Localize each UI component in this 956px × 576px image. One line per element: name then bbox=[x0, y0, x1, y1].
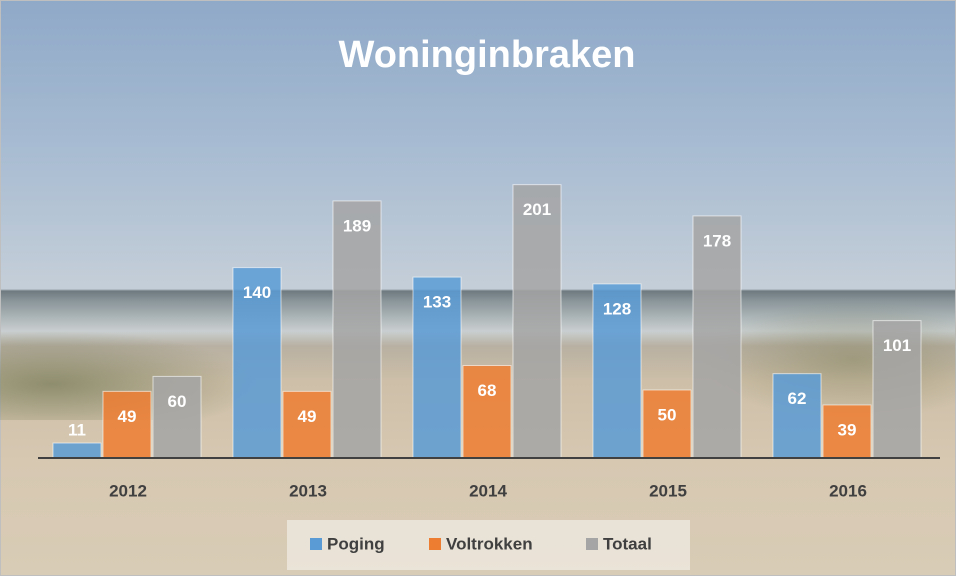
x-tick-label: 2016 bbox=[829, 481, 867, 500]
bar bbox=[463, 366, 511, 458]
data-label: 101 bbox=[883, 336, 911, 355]
data-label: 178 bbox=[703, 231, 731, 250]
x-tick-label: 2012 bbox=[109, 481, 147, 500]
data-label: 201 bbox=[523, 200, 551, 219]
legend-swatch bbox=[429, 538, 441, 550]
data-label: 60 bbox=[168, 392, 187, 411]
x-tick-label: 2015 bbox=[649, 481, 687, 500]
legend-swatch bbox=[586, 538, 598, 550]
data-label: 50 bbox=[658, 405, 677, 424]
data-label: 128 bbox=[603, 299, 631, 318]
bar bbox=[693, 216, 741, 458]
legend-label: Voltrokken bbox=[446, 534, 533, 553]
data-label: 62 bbox=[788, 389, 807, 408]
data-label: 49 bbox=[298, 407, 317, 426]
bar bbox=[333, 201, 381, 458]
bar bbox=[513, 185, 561, 458]
legend-swatch bbox=[310, 538, 322, 550]
x-tick-label: 2014 bbox=[469, 481, 507, 500]
chart-container: Woninginbraken 11 49 60 2012 140 49 189 2013 133… bbox=[0, 0, 956, 576]
chart-title: Woninginbraken bbox=[339, 34, 636, 76]
chart: Woninginbraken 11 49 60 2012 140 49 189 2013 133… bbox=[0, 0, 956, 576]
x-tick-label: 2013 bbox=[289, 481, 327, 500]
legend-label: Totaal bbox=[603, 534, 652, 553]
legend-label: Poging bbox=[327, 534, 385, 553]
data-label: 133 bbox=[423, 293, 451, 312]
data-label: 68 bbox=[478, 381, 497, 400]
data-label: 11 bbox=[68, 421, 86, 440]
data-label: 49 bbox=[118, 407, 137, 426]
bar bbox=[53, 443, 101, 458]
bar bbox=[153, 376, 201, 458]
data-label: 189 bbox=[343, 216, 371, 235]
data-label: 39 bbox=[838, 420, 857, 439]
bar bbox=[773, 374, 821, 458]
data-label: 140 bbox=[243, 283, 271, 302]
